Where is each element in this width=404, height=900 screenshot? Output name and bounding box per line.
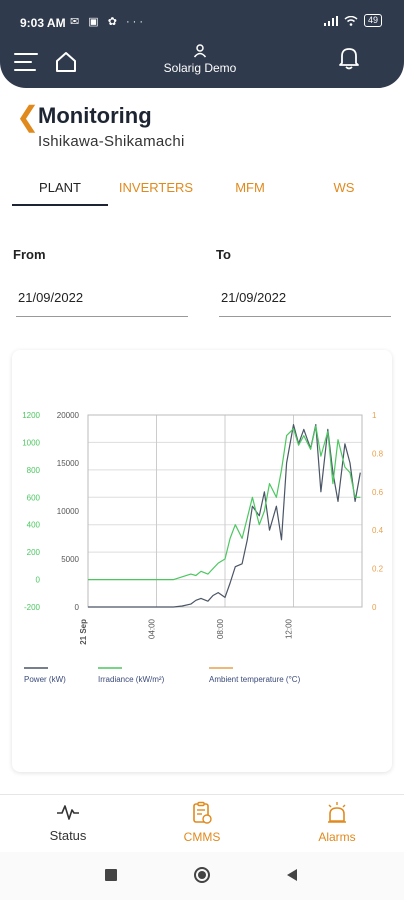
- y-tick-label-ambient: 1: [372, 411, 377, 420]
- y-tick-label-ambient: 0.8: [372, 449, 384, 458]
- y-tick-label-irradiance: 200: [27, 548, 41, 557]
- bell-icon[interactable]: [338, 46, 360, 70]
- nav-alarms[interactable]: Alarms: [287, 801, 387, 844]
- battery-icon: 49: [363, 14, 382, 27]
- chart-card: 1200 1000 800 600 400 200 0 -200 20000 15000 10000…: [12, 350, 392, 772]
- nav-alarms-label: Alarms: [318, 830, 356, 844]
- from-label: From: [13, 247, 46, 262]
- recents-button-icon[interactable]: [104, 868, 118, 882]
- y-tick-label-irradiance: 0: [36, 576, 41, 585]
- app-header: 9:03 AM ✉ ▣ ✿ ··· 49 Solarig Demo: [0, 0, 404, 88]
- to-label: To: [216, 247, 231, 262]
- user-icon: [193, 44, 207, 58]
- y-tick-label-ambient: 0.6: [372, 488, 384, 497]
- nav-cmms-label: CMMS: [183, 830, 221, 844]
- home-button-icon[interactable]: [193, 866, 211, 884]
- y-tick-label-irradiance: 1000: [22, 438, 40, 447]
- y-tick-label-power: 10000: [57, 507, 80, 516]
- legend-label: Irradiance (kW/m²): [98, 675, 165, 684]
- y-tick-label-irradiance: 1200: [22, 411, 40, 420]
- legend-label: Power (kW): [24, 675, 66, 684]
- plant-name: Ishikawa-Shikamachi: [38, 133, 185, 150]
- tab-inverters[interactable]: INVERTERS: [118, 180, 194, 195]
- y-tick-label-irradiance: 400: [27, 521, 41, 530]
- siren-icon: [328, 802, 346, 823]
- y-tick-label-ambient: 0: [372, 603, 377, 612]
- nav-cmms[interactable]: CMMS: [152, 801, 252, 844]
- status-right: 49: [323, 14, 382, 27]
- back-button-icon[interactable]: [285, 868, 299, 882]
- status-bar: 9:03 AM ✉ ▣ ✿ ··· 49: [0, 0, 404, 42]
- tab-bar: PLANT INVERTERS MFM WS: [12, 176, 392, 208]
- x-tick-label: 08:00: [216, 618, 225, 639]
- page-title: Monitoring: [38, 103, 152, 128]
- y-tick-label-power: 15000: [57, 459, 80, 468]
- to-date-field[interactable]: 21/09/2022: [219, 286, 391, 317]
- monitoring-chart: 120010008006004002000-200200001500010000…: [22, 411, 384, 684]
- status-time: 9:03 AM: [20, 16, 66, 30]
- nav-status-label: Status: [49, 828, 87, 843]
- notification-icons: ✉ ▣ ✿ ···: [70, 16, 146, 28]
- y-tick-label-power: 5000: [61, 555, 79, 564]
- y-tick-label-power: 20000: [57, 411, 80, 420]
- tab-ws[interactable]: WS: [333, 180, 355, 195]
- active-tab-indicator: [12, 204, 108, 206]
- user-block[interactable]: Solarig Demo: [150, 44, 250, 75]
- irradiance-series-line: [88, 425, 361, 581]
- menu-icon[interactable]: [14, 52, 38, 72]
- bottom-navigation: Status CMMS Alarms: [0, 794, 404, 853]
- wifi-icon: [344, 15, 358, 26]
- back-arrow-icon[interactable]: ❮: [16, 101, 40, 132]
- from-date-field[interactable]: 21/09/2022: [16, 286, 188, 317]
- y-tick-label-irradiance: -200: [24, 603, 41, 612]
- x-tick-label: 21 Sep: [79, 619, 88, 645]
- nav-status[interactable]: Status: [18, 801, 118, 843]
- y-tick-label-irradiance: 800: [27, 466, 41, 475]
- signal-icon: [323, 15, 338, 26]
- y-tick-label-ambient: 0.4: [372, 526, 384, 535]
- y-tick-label-irradiance: 600: [27, 493, 41, 502]
- x-tick-label: 04:00: [148, 618, 157, 639]
- tab-plant[interactable]: PLANT: [39, 180, 81, 195]
- pulse-icon: [57, 805, 79, 820]
- legend-label: Ambient temperature (°C): [209, 675, 301, 684]
- clipboard-icon: [193, 801, 212, 824]
- plot-area: [87, 414, 363, 608]
- tab-mfm[interactable]: MFM: [235, 180, 265, 195]
- y-tick-label-power: 0: [75, 603, 80, 612]
- system-navigation-bar: [0, 852, 404, 900]
- user-name: Solarig Demo: [163, 61, 237, 75]
- y-tick-label-ambient: 0.2: [372, 565, 384, 574]
- x-tick-label: 12:00: [285, 618, 294, 639]
- home-icon[interactable]: [54, 50, 78, 74]
